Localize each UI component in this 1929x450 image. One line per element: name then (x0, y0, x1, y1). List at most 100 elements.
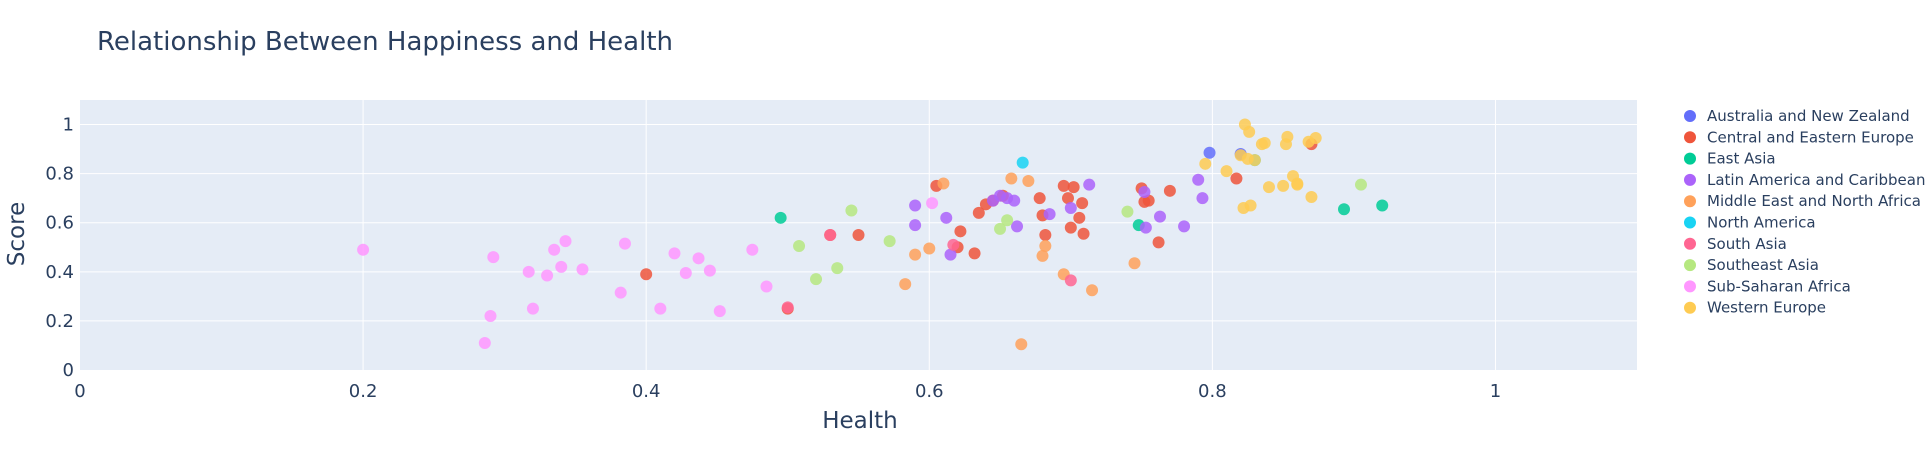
data-point[interactable] (774, 211, 787, 224)
data-point[interactable] (1248, 154, 1261, 167)
data-point[interactable] (1064, 274, 1077, 287)
legend-item[interactable]: South Asia (1684, 235, 1787, 253)
data-point[interactable] (923, 242, 936, 255)
data-point[interactable] (954, 225, 967, 238)
data-point[interactable] (1139, 221, 1152, 234)
data-point[interactable] (548, 243, 561, 256)
legend-item[interactable]: Southeast Asia (1684, 256, 1819, 274)
data-point[interactable] (1086, 284, 1099, 297)
data-point[interactable] (926, 197, 939, 210)
data-point[interactable] (1291, 177, 1304, 190)
data-point[interactable] (1022, 175, 1035, 187)
data-point[interactable] (1033, 192, 1046, 205)
data-point[interactable] (824, 229, 837, 241)
data-point[interactable] (640, 268, 653, 281)
data-point[interactable] (522, 265, 535, 278)
data-point[interactable] (1262, 181, 1275, 194)
data-point[interactable] (703, 264, 716, 277)
data-point[interactable] (1220, 165, 1233, 178)
data-point[interactable] (1305, 190, 1318, 203)
data-point[interactable] (1083, 178, 1096, 191)
data-point[interactable] (541, 269, 554, 282)
data-point[interactable] (1057, 179, 1070, 192)
data-point[interactable] (944, 248, 957, 261)
legend-item[interactable]: East Asia (1684, 150, 1776, 168)
data-point[interactable] (1016, 156, 1029, 169)
data-point[interactable] (1203, 146, 1216, 159)
data-point[interactable] (478, 337, 491, 349)
data-point[interactable] (1230, 172, 1243, 185)
data-point[interactable] (909, 219, 922, 232)
data-point[interactable] (484, 310, 497, 322)
data-point[interactable] (909, 199, 922, 212)
data-point[interactable] (994, 222, 1007, 235)
data-point[interactable] (1354, 178, 1367, 191)
data-point[interactable] (1277, 179, 1290, 192)
data-point[interactable] (1039, 240, 1052, 253)
data-point[interactable] (972, 206, 985, 219)
data-point[interactable] (1128, 257, 1141, 270)
data-point[interactable] (1077, 227, 1090, 240)
data-point[interactable] (654, 302, 667, 315)
data-point[interactable] (810, 273, 823, 286)
data-point[interactable] (713, 305, 726, 318)
legend-item[interactable]: Middle East and North Africa (1684, 192, 1921, 210)
data-point[interactable] (668, 247, 681, 260)
data-point[interactable] (576, 263, 589, 276)
data-point[interactable] (1199, 157, 1212, 170)
data-point[interactable] (781, 301, 794, 314)
data-point[interactable] (1338, 203, 1351, 216)
data-point[interactable] (937, 177, 950, 190)
data-point[interactable] (1152, 236, 1165, 249)
data-point[interactable] (614, 286, 627, 299)
data-point[interactable] (1064, 202, 1077, 214)
data-point[interactable] (746, 243, 759, 256)
data-point[interactable] (1043, 208, 1056, 221)
legend-item[interactable]: Western Europe (1684, 299, 1826, 317)
data-point[interactable] (760, 280, 773, 293)
legend-item[interactable]: North America (1684, 214, 1816, 232)
data-point[interactable] (1061, 192, 1074, 205)
legend-item[interactable]: Latin America and Caribbean (1684, 171, 1925, 189)
data-point[interactable] (883, 235, 896, 248)
legend-item[interactable]: Central and Eastern Europe (1684, 128, 1914, 146)
data-point[interactable] (1036, 249, 1049, 262)
data-point[interactable] (852, 229, 865, 241)
data-point[interactable] (831, 262, 844, 275)
data-point[interactable] (679, 267, 692, 280)
data-point[interactable] (947, 238, 960, 251)
data-point[interactable] (357, 243, 370, 256)
data-point[interactable] (845, 204, 858, 217)
legend-item[interactable]: Sub-Saharan Africa (1684, 277, 1851, 295)
data-point[interactable] (1039, 229, 1052, 241)
data-point[interactable] (793, 240, 806, 253)
data-point[interactable] (1258, 136, 1271, 149)
data-point[interactable] (1064, 221, 1077, 234)
data-point[interactable] (1178, 220, 1191, 233)
data-point[interactable] (968, 247, 981, 260)
data-point[interactable] (1196, 192, 1209, 205)
data-point[interactable] (618, 237, 631, 250)
data-point[interactable] (526, 302, 539, 315)
data-point[interactable] (1121, 205, 1134, 218)
data-point[interactable] (1192, 173, 1205, 186)
data-point[interactable] (899, 278, 912, 291)
data-point[interactable] (909, 248, 922, 261)
data-point[interactable] (1243, 125, 1256, 138)
data-point[interactable] (692, 252, 705, 265)
data-point[interactable] (940, 211, 953, 224)
data-point[interactable] (1008, 194, 1021, 207)
data-point[interactable] (1015, 338, 1028, 351)
data-point[interactable] (1153, 210, 1166, 223)
data-point[interactable] (1067, 181, 1080, 194)
legend-item[interactable]: Australia and New Zealand (1684, 107, 1910, 125)
data-point[interactable] (1076, 197, 1089, 210)
data-point[interactable] (1011, 220, 1024, 233)
data-point[interactable] (1309, 132, 1322, 145)
data-point[interactable] (555, 260, 568, 273)
data-point[interactable] (1281, 130, 1294, 143)
data-point[interactable] (559, 235, 572, 248)
data-point[interactable] (1005, 172, 1018, 185)
data-point[interactable] (1163, 184, 1176, 197)
data-point[interactable] (487, 251, 500, 264)
